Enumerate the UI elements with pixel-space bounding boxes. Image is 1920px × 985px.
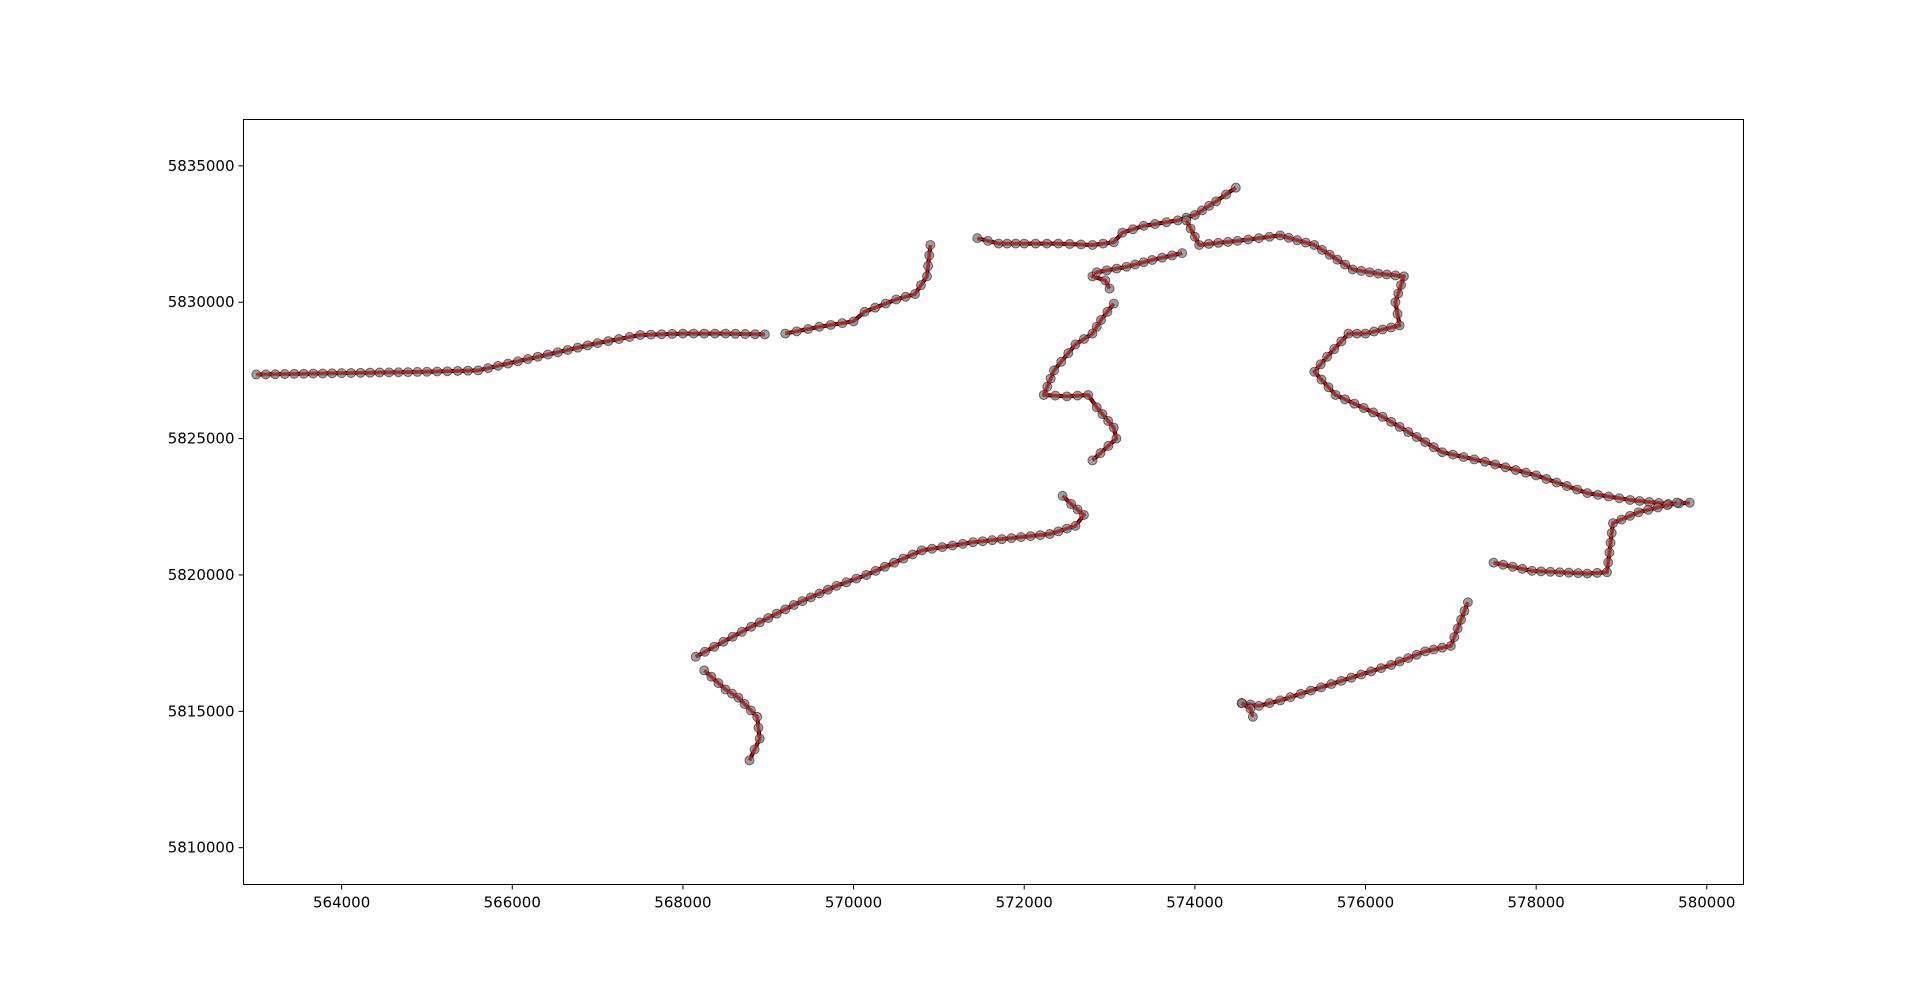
series-3-line — [1185, 220, 1690, 505]
series-layer — [251, 182, 1695, 766]
series-8 — [1087, 248, 1188, 294]
y-tick-label-0: 5810000 — [168, 839, 235, 857]
x-tick-label-0: 564000 — [313, 894, 370, 912]
series-9 — [690, 490, 1089, 662]
series-8-line — [1091, 252, 1183, 289]
y-axis: 5810000 5815000 5820000 5825000 5830000 58350… — [168, 157, 244, 857]
series-7-line — [1043, 303, 1118, 461]
series-3 — [1181, 215, 1695, 510]
x-tick-label-7: 578000 — [1508, 894, 1565, 912]
series-3-underlay — [1184, 219, 1690, 507]
y-tick-label-1: 5815000 — [168, 702, 235, 720]
plot-frame — [243, 119, 1744, 885]
series-9-underlay — [694, 494, 1086, 659]
series-0-line — [256, 332, 765, 376]
y-tick-label-3: 5825000 — [168, 430, 235, 448]
x-tick-label-2: 568000 — [654, 894, 711, 912]
series-10-line — [703, 669, 761, 761]
x-tick-label-8: 580000 — [1678, 894, 1735, 912]
series-6-line — [1241, 702, 1254, 718]
series-2 — [972, 182, 1241, 250]
y-tick-label-2: 5820000 — [168, 566, 235, 584]
series-6 — [1236, 698, 1258, 722]
x-tick-label-1: 566000 — [484, 894, 541, 912]
series-4-line — [1493, 501, 1678, 575]
x-tick-label-6: 576000 — [1337, 894, 1394, 912]
series-5-line — [1241, 601, 1469, 707]
series-10 — [699, 665, 765, 766]
series-5 — [1236, 597, 1473, 711]
series-7 — [1038, 298, 1122, 466]
series-7-underlay — [1041, 302, 1119, 462]
series-0 — [251, 328, 770, 380]
x-tick-label-3: 570000 — [825, 894, 882, 912]
x-tick-label-5: 574000 — [1166, 894, 1223, 912]
y-tick-label-4: 5830000 — [168, 293, 235, 311]
x-tick-label-4: 572000 — [996, 894, 1053, 912]
x-axis: 564000 566000 568000 570000 572000 574000 5760… — [313, 884, 1735, 912]
series-1-line — [785, 244, 932, 335]
series-2-line — [977, 187, 1237, 246]
series-9-line — [695, 495, 1085, 658]
series-4 — [1488, 497, 1682, 579]
y-tick-label-5: 5835000 — [168, 157, 235, 175]
series-1 — [780, 239, 936, 339]
